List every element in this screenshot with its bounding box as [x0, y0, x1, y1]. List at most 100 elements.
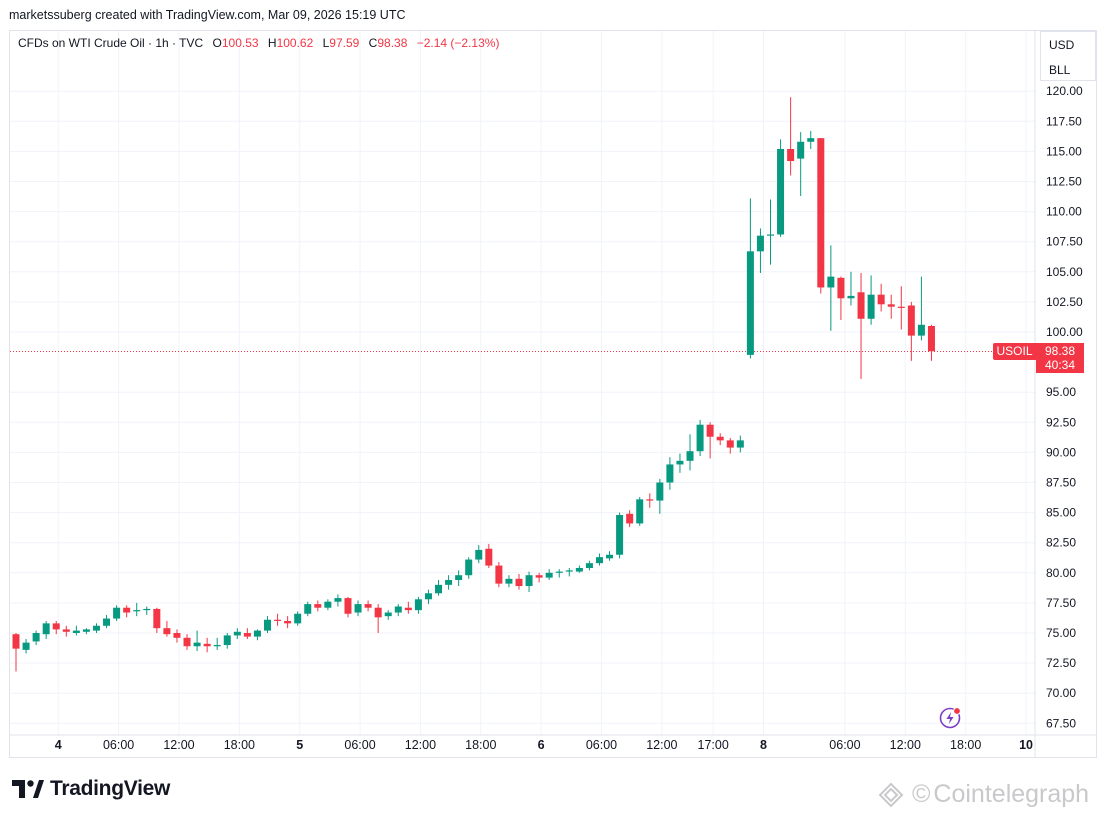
candle-down	[626, 513, 634, 524]
candle-up	[455, 575, 463, 581]
candle-up	[847, 295, 855, 299]
candle-down	[887, 304, 895, 307]
currency-unit-box[interactable]: USD BLL	[1040, 31, 1096, 81]
candle-down	[485, 548, 493, 566]
candle-down	[203, 643, 211, 647]
candle-down	[646, 499, 654, 501]
lightning-icon[interactable]	[938, 706, 962, 730]
candle-down	[364, 604, 372, 608]
legend-open-value: 100.53	[221, 36, 259, 50]
cointelegraph-watermark: © Cointelegraph	[878, 780, 1089, 809]
y-tick-label: 102.50	[1046, 295, 1083, 309]
candle-down	[495, 565, 503, 584]
candle-down	[877, 294, 885, 305]
watermark-copyright: ©	[912, 780, 931, 808]
candle-up	[424, 593, 432, 600]
candle-down	[726, 440, 734, 448]
watermark-text: Cointelegraph	[933, 780, 1090, 808]
candle-up	[746, 251, 754, 355]
y-tick-label: 90.00	[1046, 445, 1076, 459]
legend-low-value: 97.59	[329, 36, 360, 50]
symbol-price-tag: USOIL	[993, 343, 1036, 360]
x-tick-label: 6	[538, 738, 545, 752]
candle-up	[676, 460, 684, 465]
tradingview-brand[interactable]: TradingView	[12, 776, 170, 802]
candle-up	[585, 563, 593, 568]
y-tick-label: 82.50	[1046, 536, 1076, 550]
candle-up	[686, 451, 694, 461]
x-tick-label: 06:00	[829, 738, 860, 752]
candle-down	[927, 325, 935, 352]
legend-low-label: L	[322, 36, 330, 50]
last-price-label: 98.38 40:34	[1036, 343, 1084, 373]
legend-close-label: C	[368, 36, 378, 50]
tradingview-wordmark: TradingView	[50, 777, 171, 800]
candle-up	[636, 499, 644, 524]
candle-down	[62, 629, 70, 632]
legend-close-value: 98.38	[377, 36, 408, 50]
candle-down	[183, 637, 191, 647]
candle-up	[545, 572, 553, 578]
x-tick-label: 5	[296, 738, 303, 752]
candle-down	[314, 604, 322, 608]
candle-up	[414, 599, 422, 611]
candle-down	[787, 148, 795, 162]
y-tick-label: 72.50	[1046, 656, 1076, 670]
candle-down	[12, 634, 20, 649]
y-tick-label: 87.50	[1046, 476, 1076, 490]
candle-down	[374, 607, 382, 618]
candle-up	[304, 604, 312, 614]
candle-down	[163, 628, 171, 635]
y-tick-label: 110.00	[1046, 205, 1082, 219]
candle-down	[515, 578, 523, 587]
candle-down	[897, 306, 905, 308]
legend-symbol[interactable]: CFDs on WTI Crude Oil · 1h · TVC	[18, 36, 204, 50]
candle-up	[143, 608, 151, 611]
y-tick-label: 100.00	[1046, 325, 1083, 339]
x-tick-label: 12:00	[405, 738, 436, 752]
unit-label[interactable]: BLL	[1049, 63, 1071, 77]
cointelegraph-logo-icon	[878, 782, 904, 807]
candle-up	[72, 630, 80, 633]
candle-up	[324, 601, 332, 608]
candle-down	[706, 424, 714, 437]
candle-up	[193, 642, 201, 647]
currency-label[interactable]: USD	[1049, 38, 1075, 52]
candle-up	[384, 612, 392, 617]
chart-frame	[9, 30, 1097, 758]
x-tick-label: 18:00	[465, 738, 496, 752]
candle-up	[595, 557, 603, 564]
candle-up	[354, 604, 362, 613]
candle-up	[133, 610, 141, 612]
y-tick-label: 67.50	[1046, 716, 1076, 730]
candle-up	[807, 138, 815, 142]
candle-down	[907, 305, 915, 336]
candle-up	[555, 571, 563, 573]
bar-countdown: 40:34	[1044, 358, 1076, 372]
candle-up	[223, 635, 231, 646]
candle-down	[52, 623, 60, 630]
candle-up	[334, 598, 342, 602]
candle-up	[103, 618, 111, 626]
candle-up	[616, 515, 624, 555]
y-tick-label: 95.00	[1046, 385, 1076, 399]
candle-up	[505, 578, 513, 584]
candle-down	[243, 633, 251, 637]
candle-down	[274, 619, 282, 621]
chart-credit: marketssuberg created with TradingView.c…	[9, 8, 406, 22]
candle-up	[606, 554, 614, 559]
candle-down	[857, 292, 865, 319]
candle-down	[123, 607, 131, 613]
candle-up	[445, 580, 453, 585]
candle-up	[22, 642, 30, 650]
candle-down	[173, 633, 181, 638]
y-tick-label: 92.50	[1046, 415, 1076, 429]
candle-up	[827, 276, 835, 288]
candle-down	[344, 598, 352, 614]
y-tick-label: 80.00	[1046, 566, 1076, 580]
candle-up	[264, 619, 271, 631]
x-tick-label: 8	[760, 738, 767, 752]
candle-down	[284, 620, 292, 624]
x-tick-label: 06:00	[586, 738, 617, 752]
